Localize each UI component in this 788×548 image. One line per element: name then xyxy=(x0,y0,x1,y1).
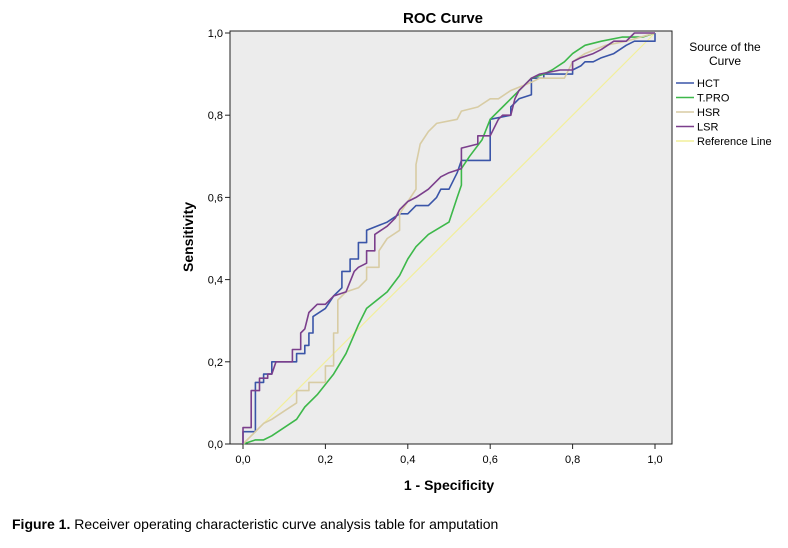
y-tick-label: 0,2 xyxy=(208,357,223,369)
series-layer xyxy=(242,32,656,445)
legend-label: Reference Line xyxy=(697,136,772,148)
x-tick-label: 0,6 xyxy=(483,454,498,466)
plot-area xyxy=(229,30,673,445)
legend-label: T.PRO xyxy=(697,93,730,105)
series-line-lsr xyxy=(242,32,655,444)
legend: Source of the Curve HCT T.PRO HSR LSR Refere… xyxy=(676,40,772,148)
x-tick-label: 1,0 xyxy=(647,454,662,466)
legend-label: LSR xyxy=(697,122,718,134)
y-tick-label: 0,0 xyxy=(208,439,223,451)
legend-label: HSR xyxy=(697,107,720,119)
legend-title-line2: Curve xyxy=(709,54,741,68)
x-axis-ticks: 0,0 0,2 0,4 0,6 0,8 1,0 xyxy=(235,444,663,466)
legend-title-line1: Source of the xyxy=(689,40,761,54)
x-tick-label: 0,2 xyxy=(318,454,333,466)
y-axis-ticks: 0,0 0,2 0,4 0,6 0,8 1,0 xyxy=(208,28,230,451)
x-tick-label: 0,4 xyxy=(400,454,415,466)
x-axis-title: 1 - Specificity xyxy=(404,477,494,493)
chart-title: ROC Curve xyxy=(403,10,483,27)
legend-label: HCT xyxy=(697,78,720,90)
y-axis-title: Sensitivity xyxy=(180,202,196,272)
y-tick-label: 0,6 xyxy=(208,192,223,204)
series-line-t-pro xyxy=(242,32,656,445)
x-tick-label: 0,8 xyxy=(565,454,580,466)
figure-caption: Figure 1. Receiver operating characteris… xyxy=(12,516,498,532)
caption-prefix: Figure 1. xyxy=(12,516,71,532)
caption-text: Receiver operating characteristic curve … xyxy=(70,516,499,532)
x-tick-label: 0,0 xyxy=(235,454,250,466)
legend-items: HCT T.PRO HSR LSR Reference Line xyxy=(676,78,772,148)
y-tick-label: 0,8 xyxy=(208,110,223,122)
y-tick-label: 1,0 xyxy=(208,28,223,40)
series-line-reference-line xyxy=(242,32,656,445)
y-tick-label: 0,4 xyxy=(208,275,223,287)
